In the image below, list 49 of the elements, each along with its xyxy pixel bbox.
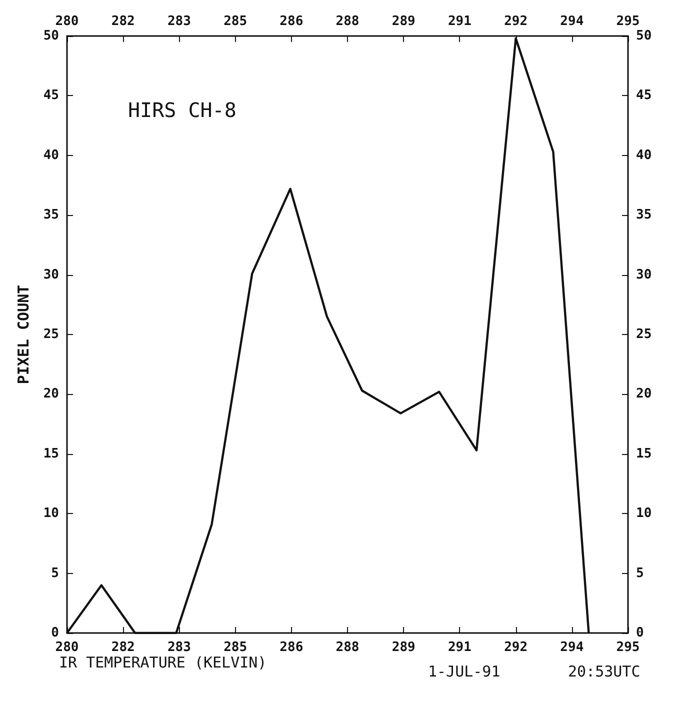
x-tick-label: 295 bbox=[616, 640, 640, 655]
x2-tick-label: 285 bbox=[224, 14, 248, 29]
x-tick-label: 289 bbox=[392, 640, 416, 655]
x2-tick-label: 280 bbox=[55, 14, 79, 29]
x-tick-label: 294 bbox=[560, 640, 584, 655]
y-tick-label: 50 bbox=[43, 28, 60, 44]
y2-tick-label: 10 bbox=[636, 506, 652, 522]
x-tick-label: 285 bbox=[224, 640, 248, 655]
y2-tick-label: 5 bbox=[636, 566, 644, 581]
y2-tick-label: 15 bbox=[636, 446, 652, 462]
x2-tick-label: 294 bbox=[560, 14, 584, 29]
y2-tick-label: 20 bbox=[636, 386, 652, 402]
y-tick-label: 5 bbox=[51, 566, 59, 581]
y2-tick-label: 0 bbox=[636, 626, 644, 640]
y2-tick-label: 25 bbox=[636, 327, 652, 342]
x2-tick-label: 295 bbox=[616, 14, 640, 29]
y-tick-label: 30 bbox=[43, 267, 60, 282]
y2-tick-label: 50 bbox=[636, 28, 652, 44]
x2-tick-label: 283 bbox=[167, 14, 191, 29]
x-tick-label: 292 bbox=[504, 640, 528, 655]
y-tick-label: 35 bbox=[43, 208, 59, 223]
x2-tick-label: 286 bbox=[280, 14, 304, 29]
x2-tick-label: 289 bbox=[392, 14, 416, 29]
x-tick-label: 283 bbox=[167, 640, 191, 655]
x2-tick-label: 292 bbox=[504, 14, 528, 29]
x-tick-label: 288 bbox=[336, 640, 360, 655]
y2-tick-label: 35 bbox=[636, 208, 652, 223]
text: 1-JUL-91 bbox=[428, 662, 500, 680]
y2-tick-label: 45 bbox=[636, 88, 652, 104]
y-tick-label: 40 bbox=[43, 148, 60, 163]
y-tick-label: 10 bbox=[43, 506, 60, 522]
y-tick-label: 20 bbox=[43, 386, 60, 402]
y-tick-label: 0 bbox=[51, 626, 60, 640]
y-tick-label: 15 bbox=[43, 446, 59, 462]
x2-tick-label: 288 bbox=[336, 14, 360, 29]
annotation: HIRS CH-8 bbox=[128, 98, 236, 122]
x-tick-label: 282 bbox=[111, 640, 135, 655]
x-tick-label: 286 bbox=[280, 640, 304, 655]
x-tick-label: 280 bbox=[55, 640, 79, 655]
y-axis-title: PIXEL COUNT bbox=[14, 284, 32, 384]
x2-tick-label: 291 bbox=[448, 14, 472, 29]
y2-tick-label: 30 bbox=[636, 267, 652, 282]
y-tick-label: 25 bbox=[43, 327, 59, 342]
x-tick-label: 291 bbox=[448, 640, 472, 655]
y2-tick-label: 40 bbox=[636, 148, 652, 163]
text: 20:53UTC bbox=[568, 662, 640, 680]
x-axis-title: IR TEMPERATURE (KELVIN) bbox=[59, 654, 267, 672]
x2-tick-label: 282 bbox=[111, 14, 135, 29]
y-tick-label: 45 bbox=[43, 88, 59, 104]
